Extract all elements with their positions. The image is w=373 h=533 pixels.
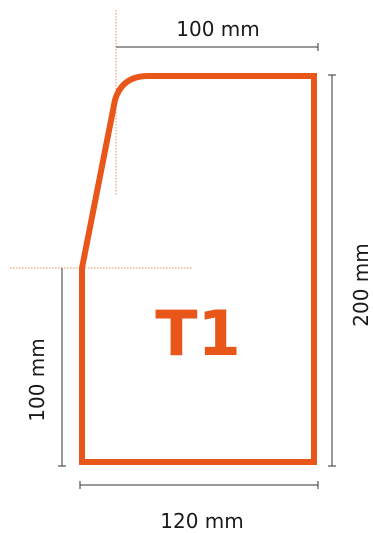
right-dimension-label: 200 mm: [349, 243, 373, 327]
top-dimension-label: 100 mm: [176, 17, 260, 41]
left-dimension-label: 100 mm: [25, 338, 49, 422]
worktop-outline: [79, 73, 317, 465]
shape-label: T1: [155, 297, 240, 370]
bottom-dimension-label: 120 mm: [160, 509, 244, 533]
